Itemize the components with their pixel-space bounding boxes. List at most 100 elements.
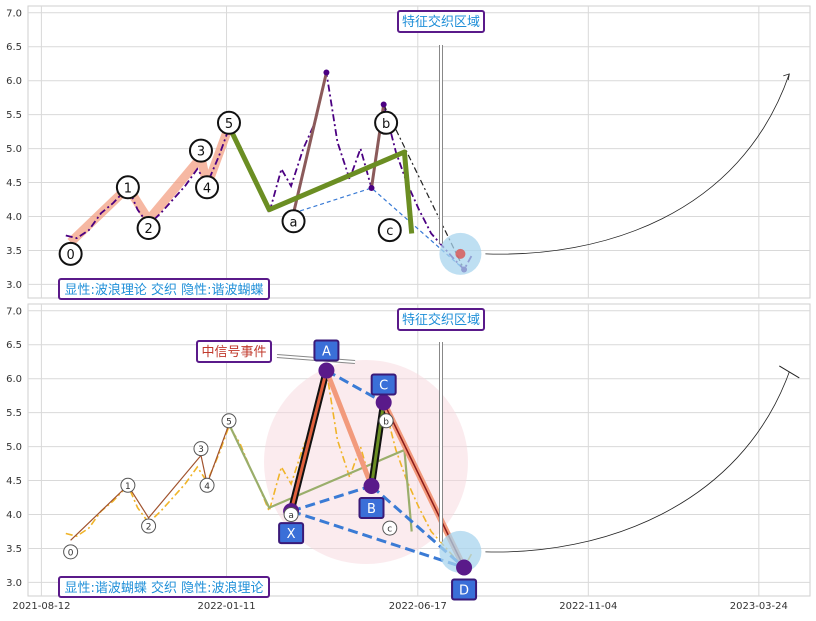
wave-label-circle <box>115 175 140 200</box>
projection-curve <box>485 73 790 255</box>
bottom-footer-label: 显性:谐波蝴蝶 交织 隐性:波浪理论 <box>58 576 270 598</box>
x-tick-label: 2022-06-17 <box>389 601 447 612</box>
focus-zone-circle <box>439 530 482 573</box>
harmonic-label-text: D <box>459 583 469 598</box>
wave-label-circle <box>382 520 398 536</box>
harmonic-xa-line <box>292 72 328 214</box>
wave-label-text: 0 <box>68 548 74 558</box>
wave-label-2: 2 <box>136 216 161 241</box>
harmonic-xbd-line <box>293 187 465 270</box>
harmonic-point <box>375 394 392 411</box>
svg-text:特征交织区域: 特征交织区域 <box>402 14 480 30</box>
wave-label-2: 2 <box>141 518 157 534</box>
y-tick-label: 3.5 <box>6 246 22 257</box>
harmonic-label-X: X <box>278 522 305 545</box>
wave-label-text: 4 <box>204 482 210 492</box>
wave-label-text: 5 <box>226 417 232 427</box>
y-tick-label: 4.0 <box>6 212 22 223</box>
projection-curve <box>485 371 790 553</box>
wave-label-circle <box>377 218 402 243</box>
y-tick-label: 6.5 <box>6 340 22 351</box>
wave-label-text: a <box>290 215 298 230</box>
y-tick-label: 3.0 <box>6 280 22 291</box>
wave-label-circle <box>216 110 241 135</box>
projection-arrowhead <box>783 73 790 80</box>
harmonic-label-box <box>358 496 385 519</box>
wave-label-4: 4 <box>199 477 215 493</box>
top-header-label: 特征交织区域 <box>397 10 485 33</box>
harmonic-label-box <box>370 373 397 396</box>
x-tick-label: 2023-03-24 <box>730 601 788 612</box>
projection-endcap <box>779 365 800 379</box>
harmonic-label-text: B <box>367 502 376 517</box>
wave-label-text: 3 <box>197 145 205 160</box>
y-tick-label: 7.0 <box>6 306 22 317</box>
impulse-wave-line <box>70 423 230 541</box>
wave-label-a: a <box>281 209 306 234</box>
bottom-y-ticks: 3.0 3.5 4.0 4.5 5.0 5.5 6.0 6.5 7.0 <box>6 306 22 589</box>
wave-label-text: c <box>386 224 393 239</box>
top-panel-frame <box>27 5 811 299</box>
wave-label-text: 2 <box>146 523 152 533</box>
harmonic-cd-line <box>383 104 465 270</box>
top-footer-label: 显性:波浪理论 交织 隐性:谐波蝴蝶 <box>58 278 270 300</box>
x-tick-label: 2022-01-11 <box>197 601 255 612</box>
wave-label-circle <box>136 216 161 241</box>
wave-label-4: 4 <box>195 175 220 200</box>
y-tick-label: 3.0 <box>6 578 22 589</box>
harmonic-label-text: C <box>379 378 388 393</box>
harmonic-point <box>368 184 375 191</box>
wave-label-text: 1 <box>125 482 131 492</box>
y-tick-label: 4.0 <box>6 510 22 521</box>
harmonic-xa-line <box>289 370 328 512</box>
wave-label-circle <box>193 441 209 457</box>
y-tick-label: 5.5 <box>6 110 22 121</box>
correction-wave-line <box>226 125 415 234</box>
y-tick-label: 4.5 <box>6 178 22 189</box>
wave-label-a: a <box>283 507 299 523</box>
wave-label-text: 0 <box>66 248 74 263</box>
wave-label-b: b <box>378 413 394 429</box>
x-tick-label: 2022-11-04 <box>559 601 617 612</box>
y-tick-label: 6.0 <box>6 76 22 87</box>
harmonic-label-text: A <box>322 345 331 360</box>
price-line <box>65 72 474 272</box>
wave-label-0: 0 <box>58 241 83 266</box>
y-tick-label: 4.5 <box>6 476 22 487</box>
wave-label-text: 1 <box>124 181 132 196</box>
wave-label-text: b <box>383 417 389 427</box>
harmonic-point <box>380 101 387 108</box>
y-tick-label: 6.5 <box>6 42 22 53</box>
wave-label-circle <box>141 518 157 534</box>
harmonic-label-C: C <box>370 373 397 396</box>
focus-point <box>455 248 466 259</box>
wave-label-5: 5 <box>221 413 237 429</box>
wave-label-1: 1 <box>120 477 136 493</box>
signal-event-label: 中信号事件 <box>196 340 272 363</box>
harmonic-label-B: B <box>358 496 385 519</box>
wave-label-circle <box>221 413 237 429</box>
wave-label-text: 5 <box>225 117 233 132</box>
wave-label-3: 3 <box>188 138 213 163</box>
top-panel-content: 0 1 2 3 4 5 a b c <box>58 45 790 275</box>
wave-label-text: 2 <box>144 222 152 237</box>
wave-label-text: c <box>387 525 392 535</box>
wave-label-text: b <box>382 117 390 132</box>
wave-label-5: 5 <box>216 110 241 135</box>
harmonic-label-box <box>278 522 305 545</box>
harmonic-label-text: X <box>287 527 296 542</box>
harmonic-ac-dashed <box>325 369 385 404</box>
y-tick-label: 3.5 <box>6 544 22 555</box>
harmonic-label-box <box>451 578 478 601</box>
harmonic-bd-dashed <box>370 484 466 569</box>
svg-text:显性:波浪理论 交织 隐性:谐波蝴蝶: 显性:波浪理论 交织 隐性:谐波蝴蝶 <box>64 282 263 298</box>
wave-label-text: 4 <box>203 181 211 196</box>
wave-label-text: a <box>288 511 294 521</box>
harmonic-label-box <box>313 339 340 362</box>
wave-label-circle <box>374 110 399 135</box>
harmonic-point <box>456 559 473 576</box>
wave-label-c: c <box>382 520 398 536</box>
top-y-ticks: 3.0 3.5 4.0 4.5 5.0 5.5 6.0 6.5 7.0 <box>6 8 22 291</box>
wave-label-circle <box>120 477 136 493</box>
